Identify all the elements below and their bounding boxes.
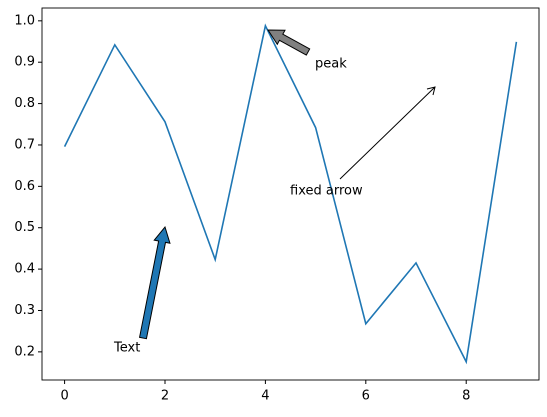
x-tick-label: 4 [261,389,269,404]
y-tick-label: 0.7 [14,137,35,152]
y-tick-label: 0.9 [14,55,35,70]
annotation-arrow [138,225,171,340]
y-tick-label: 0.3 [14,303,35,318]
annotation-arrow-head [426,86,436,96]
y-tick-label: 0.8 [14,96,35,111]
y-tick-label: 0.5 [14,220,35,235]
plot-frame [41,7,540,381]
y-tick-label: 0.2 [14,344,35,359]
y-tick-label: 0.6 [14,179,35,194]
annotation: Text [113,341,140,356]
y-tick-label: 0.4 [14,262,35,277]
annotation-arrow [339,86,436,180]
x-tick-label: 0 [60,389,68,404]
x-tick-label: 8 [462,389,470,404]
annotation-arrow [267,29,311,56]
line [63,23,518,365]
x-tick-label: 6 [362,389,370,404]
y-tick-label: 1.0 [14,13,35,28]
x-tick-label: 2 [161,389,169,404]
annotation: fixed arrow [290,184,363,199]
annotation: peak [315,57,347,72]
